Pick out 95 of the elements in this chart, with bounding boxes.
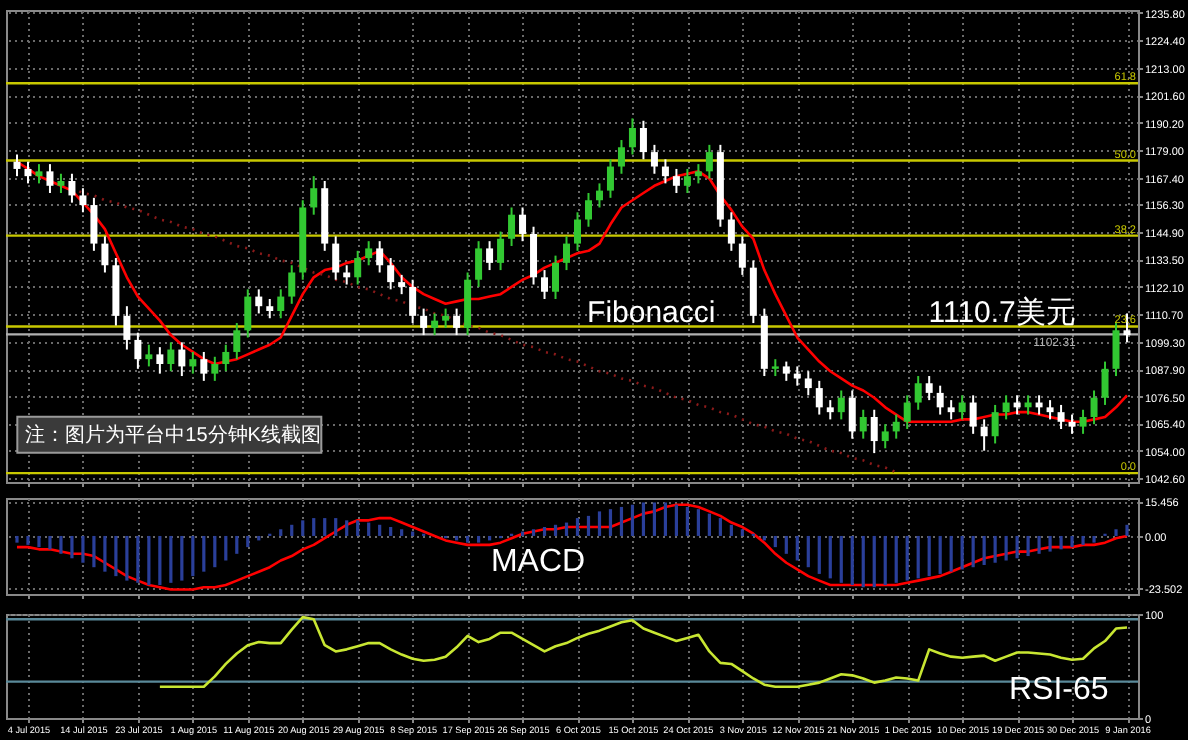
candlestick bbox=[332, 235, 340, 281]
candlestick bbox=[881, 423, 889, 450]
candlestick bbox=[167, 341, 175, 373]
candlestick bbox=[288, 264, 296, 305]
candlestick bbox=[453, 307, 461, 337]
candlestick bbox=[486, 240, 494, 272]
candlestick bbox=[552, 254, 560, 300]
candlestick bbox=[222, 343, 230, 373]
candlestick bbox=[90, 196, 98, 252]
candlestick bbox=[574, 211, 581, 252]
candlestick bbox=[46, 163, 54, 195]
candlestick bbox=[68, 172, 76, 204]
candlestick bbox=[925, 375, 933, 402]
candlestick bbox=[134, 331, 142, 370]
candlestick bbox=[244, 288, 252, 339]
annotation: MACD bbox=[490, 545, 586, 580]
candlestick bbox=[815, 379, 823, 416]
candlestick bbox=[211, 355, 219, 382]
candlestick bbox=[200, 350, 208, 382]
candlestick bbox=[859, 408, 867, 440]
candlestick bbox=[826, 399, 834, 421]
candlestick bbox=[156, 346, 164, 375]
candlestick bbox=[13, 153, 21, 178]
candlestick bbox=[969, 394, 977, 435]
candlestick bbox=[365, 240, 373, 267]
candlestick bbox=[233, 322, 241, 361]
candlestick bbox=[980, 418, 988, 452]
candlestick bbox=[145, 343, 153, 368]
candlestick bbox=[804, 370, 812, 397]
candlestick bbox=[694, 163, 702, 185]
candlestick bbox=[683, 167, 691, 195]
candlestick bbox=[178, 341, 186, 378]
candlestick bbox=[79, 187, 87, 214]
candlestick bbox=[1079, 408, 1087, 435]
candlestick bbox=[35, 163, 43, 185]
candlestick bbox=[1068, 413, 1076, 435]
candlestick bbox=[584, 192, 592, 228]
annotation: 注：图片为平台中15分钟K线截图 bbox=[25, 422, 321, 447]
candlestick bbox=[420, 307, 428, 337]
candlestick bbox=[497, 230, 505, 272]
candlestick bbox=[442, 307, 450, 329]
candlestick bbox=[189, 350, 197, 375]
candlestick bbox=[848, 389, 856, 440]
candlestick bbox=[958, 394, 966, 421]
candlestick bbox=[475, 240, 483, 288]
candlestick bbox=[409, 278, 417, 325]
annotation: Fibonacci bbox=[587, 296, 716, 331]
candlestick bbox=[617, 139, 625, 175]
candlestick bbox=[354, 249, 362, 286]
candlestick bbox=[376, 240, 384, 274]
candlestick bbox=[837, 389, 845, 421]
candlestick bbox=[1057, 403, 1065, 431]
candlestick bbox=[1090, 389, 1098, 426]
candlestick bbox=[650, 143, 658, 175]
candlestick bbox=[57, 172, 65, 195]
candlestick bbox=[277, 288, 285, 320]
candlestick bbox=[606, 158, 614, 199]
candlestick bbox=[672, 167, 680, 195]
line-series bbox=[15, 503, 1129, 591]
candlestick bbox=[266, 297, 274, 320]
candlestick bbox=[508, 206, 516, 247]
candlestick bbox=[398, 273, 406, 296]
candlestick bbox=[530, 225, 538, 286]
candlestick bbox=[914, 375, 922, 411]
annotation: 1110.7美元 bbox=[928, 296, 1076, 331]
candlestick bbox=[870, 408, 878, 455]
candlestick bbox=[782, 360, 790, 382]
candlestick bbox=[519, 206, 527, 243]
candlestick bbox=[892, 413, 900, 440]
candlestick bbox=[705, 143, 713, 180]
candlestick bbox=[563, 235, 570, 272]
candlestick bbox=[738, 235, 746, 276]
candlestick bbox=[661, 158, 669, 185]
candlestick bbox=[628, 117, 636, 156]
candlestick bbox=[1046, 399, 1054, 421]
candlestick bbox=[1101, 360, 1109, 406]
candlestick bbox=[947, 399, 955, 421]
candlestick bbox=[123, 305, 131, 351]
candlestick bbox=[387, 257, 395, 291]
candlestick bbox=[431, 312, 439, 337]
candlestick bbox=[101, 235, 109, 274]
candlestick bbox=[639, 119, 647, 161]
candlestick bbox=[903, 394, 911, 431]
candlestick bbox=[24, 160, 32, 185]
candlestick bbox=[595, 182, 603, 209]
candlestick bbox=[1002, 394, 1010, 421]
candlestick bbox=[936, 384, 944, 416]
candlestick bbox=[310, 175, 318, 216]
candlestick bbox=[727, 211, 735, 252]
candlestick bbox=[991, 403, 999, 445]
annotation: RSI-65 bbox=[1008, 672, 1109, 707]
candlestick bbox=[343, 264, 351, 286]
candlestick bbox=[1112, 322, 1120, 378]
candlestick bbox=[541, 269, 549, 300]
candlestick bbox=[255, 288, 263, 315]
